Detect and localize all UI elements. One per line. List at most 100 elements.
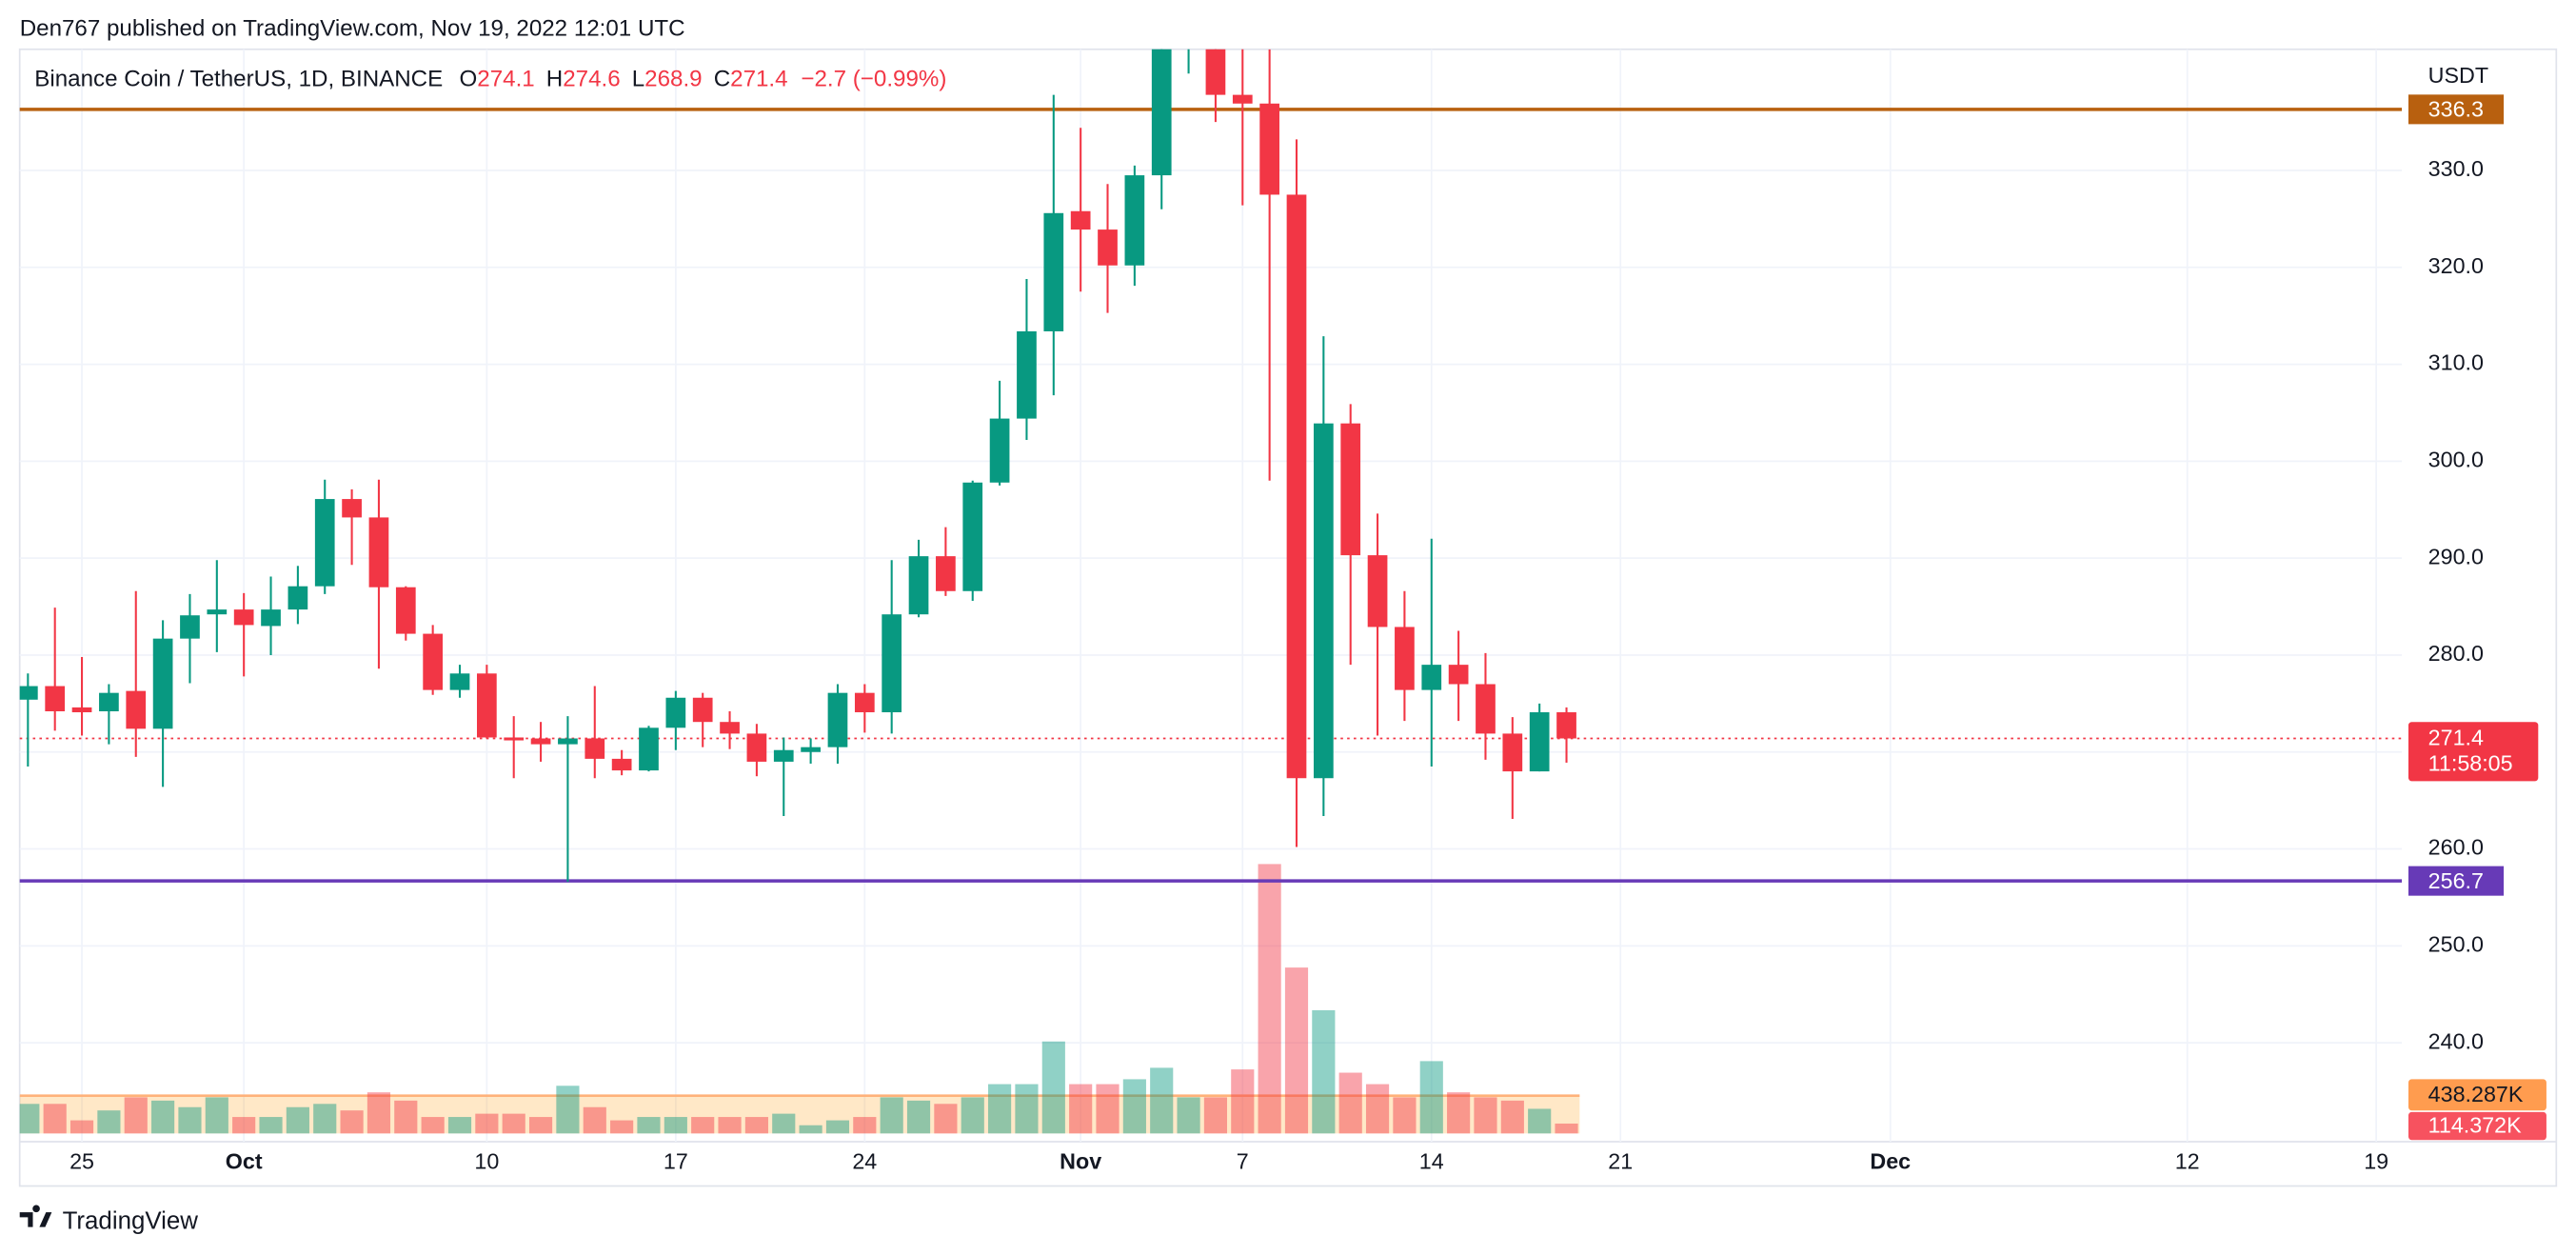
volume-bar bbox=[259, 1117, 283, 1134]
candle-body bbox=[99, 692, 119, 712]
candle-body bbox=[477, 673, 497, 738]
candle-body bbox=[989, 418, 1010, 483]
candle-body bbox=[882, 614, 902, 713]
legend-key: O bbox=[459, 67, 477, 92]
volume-bar bbox=[556, 1086, 580, 1134]
x-tick-label: 7 bbox=[1237, 1149, 1249, 1174]
volume-bar bbox=[313, 1104, 337, 1134]
volume-bar bbox=[475, 1113, 499, 1134]
candle-body bbox=[746, 733, 767, 762]
chart-frame bbox=[18, 48, 2558, 1187]
volume-bar bbox=[367, 1092, 391, 1134]
volume-bar bbox=[232, 1117, 256, 1134]
volume-bar bbox=[447, 1117, 472, 1134]
volume-bar bbox=[718, 1117, 742, 1134]
volume-bar bbox=[19, 1104, 40, 1134]
x-tick-label: 17 bbox=[664, 1149, 688, 1174]
x-tick-label: Oct bbox=[226, 1149, 263, 1174]
volume-bar bbox=[744, 1117, 768, 1134]
volume-ma-area bbox=[19, 1095, 1580, 1134]
volume-bar bbox=[1474, 1097, 1497, 1134]
y-tick-label: 310.0 bbox=[2428, 350, 2484, 375]
candle-body bbox=[395, 587, 416, 634]
candle-body bbox=[1421, 665, 1442, 690]
candle-body bbox=[423, 633, 444, 690]
candle-body bbox=[342, 499, 362, 518]
volume-bar bbox=[664, 1117, 687, 1134]
volume-bar bbox=[1284, 967, 1309, 1134]
candle-body bbox=[908, 556, 929, 615]
y-tick-label: 330.0 bbox=[2428, 156, 2484, 181]
y-tick-label: 260.0 bbox=[2428, 835, 2484, 860]
candle-body bbox=[1529, 712, 1550, 772]
candle-body bbox=[1476, 684, 1496, 734]
candle-body bbox=[1367, 555, 1388, 628]
x-tick-label: Dec bbox=[1870, 1149, 1911, 1174]
candle-body bbox=[558, 738, 578, 745]
volume-bar bbox=[1419, 1061, 1443, 1134]
candle-body bbox=[207, 609, 228, 615]
y-tick-label: 290.0 bbox=[2428, 544, 2484, 568]
volume-bar bbox=[340, 1110, 364, 1134]
candle-body bbox=[152, 638, 173, 729]
candle-body bbox=[1395, 627, 1415, 690]
candle-body bbox=[1151, 49, 1172, 176]
candle-body bbox=[611, 758, 632, 771]
candle-body bbox=[1232, 94, 1253, 104]
volume-bar bbox=[1150, 1067, 1174, 1134]
volume-bar bbox=[178, 1106, 202, 1134]
x-tick-label: 19 bbox=[2364, 1149, 2388, 1174]
volume-bar bbox=[1365, 1084, 1390, 1134]
volume-bar bbox=[961, 1097, 984, 1134]
level-label: 336.3 bbox=[2428, 97, 2484, 122]
legend-key: L bbox=[632, 67, 644, 92]
candle-body bbox=[71, 707, 92, 713]
brand-logo bbox=[19, 1205, 52, 1227]
candle-body bbox=[287, 586, 308, 610]
candle-body bbox=[1098, 229, 1118, 266]
volume-bar bbox=[1177, 1097, 1200, 1134]
candle-body bbox=[233, 609, 254, 626]
volume-bar bbox=[151, 1100, 175, 1134]
candle-body bbox=[126, 690, 147, 729]
volume-bar bbox=[1069, 1084, 1093, 1134]
candle-body bbox=[854, 692, 875, 713]
volume-bar bbox=[43, 1104, 67, 1134]
candle-body bbox=[1017, 330, 1037, 419]
volume-bar bbox=[1258, 864, 1281, 1134]
volume-ma-label: 438.287K bbox=[2428, 1082, 2524, 1106]
legend-value: 274.1 bbox=[477, 67, 534, 92]
candle-body bbox=[639, 727, 659, 771]
candle-body bbox=[936, 556, 956, 591]
legend-value: 268.9 bbox=[644, 67, 702, 92]
volume-bar bbox=[1393, 1097, 1417, 1134]
volume-bar bbox=[421, 1117, 445, 1134]
candle-body bbox=[19, 686, 38, 700]
countdown-label: 11:58:05 bbox=[2428, 750, 2513, 775]
candles bbox=[19, 49, 1576, 883]
volume-bar bbox=[1447, 1092, 1471, 1134]
volume-bar bbox=[825, 1120, 850, 1134]
candle-body bbox=[368, 517, 389, 588]
candle-body bbox=[827, 692, 848, 747]
x-tick-label: 24 bbox=[852, 1149, 877, 1174]
attribution: Den767 published on TradingView.com, Nov… bbox=[20, 15, 685, 41]
legend-title: Binance Coin / TetherUS, 1D, BINANCE bbox=[34, 67, 443, 92]
legend: Binance Coin / TetherUS, 1D, BINANCE O274… bbox=[34, 67, 946, 92]
candle-body bbox=[314, 499, 335, 587]
volume-last-label: 114.372K bbox=[2428, 1113, 2522, 1138]
candle-body bbox=[665, 697, 686, 728]
candle-body bbox=[962, 482, 983, 591]
volume-bar bbox=[205, 1097, 228, 1134]
candle-body bbox=[1286, 194, 1307, 779]
volume-bar bbox=[1500, 1100, 1524, 1134]
volume-bar bbox=[906, 1100, 931, 1134]
volume-bar bbox=[1203, 1097, 1228, 1134]
volume-bar bbox=[772, 1113, 796, 1134]
volume-bar bbox=[988, 1084, 1012, 1134]
currency-label: USDT bbox=[2428, 63, 2488, 88]
legend-change: −2.7 (−0.99%) bbox=[801, 67, 946, 92]
x-tick-label: 12 bbox=[2175, 1149, 2200, 1174]
y-tick-label: 240.0 bbox=[2428, 1028, 2484, 1053]
